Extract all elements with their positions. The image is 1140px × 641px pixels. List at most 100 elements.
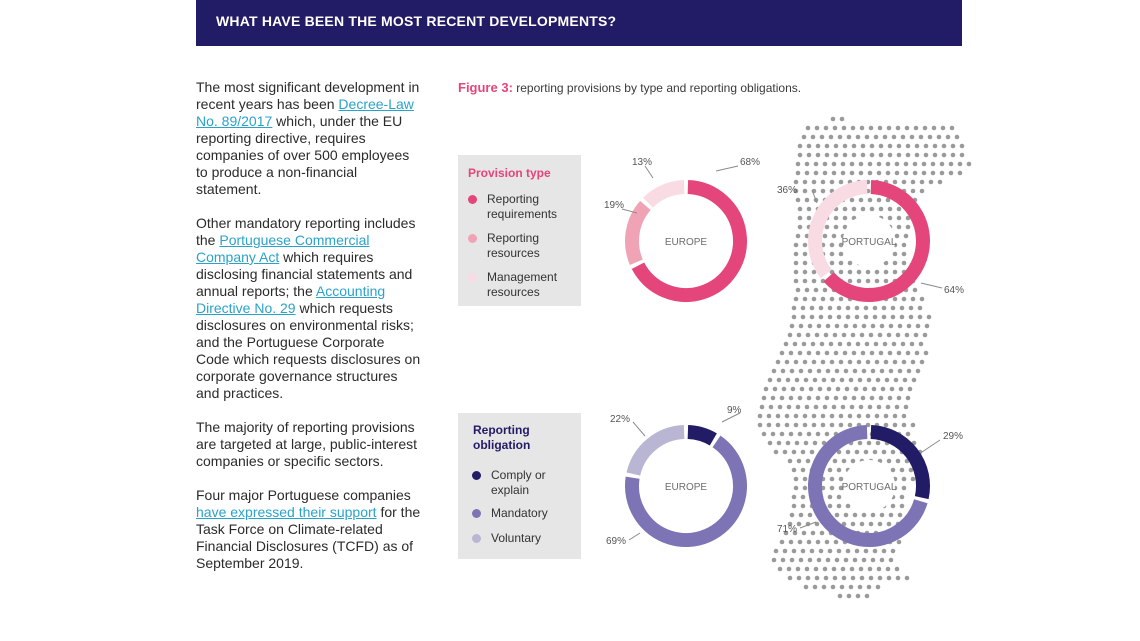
map-dot [804, 197, 810, 203]
map-dot [763, 386, 769, 392]
map-dot [876, 566, 882, 572]
map-dot [874, 359, 880, 365]
map-dot [800, 503, 806, 509]
map-dot [837, 134, 843, 140]
map-dot [892, 413, 898, 419]
map-dot [863, 548, 869, 554]
map-dot [893, 377, 899, 383]
map-dot [831, 170, 837, 176]
map-dot [862, 386, 868, 392]
map-dot [949, 125, 955, 131]
map-dot [800, 494, 806, 500]
legend-dot [472, 509, 481, 518]
map-dot [838, 296, 844, 302]
map-dot [797, 350, 803, 356]
map-dot [895, 125, 901, 131]
donut-segment [626, 425, 685, 476]
map-dot [827, 503, 833, 509]
map-dot [810, 134, 816, 140]
map-dot [829, 251, 835, 257]
map-dot [829, 359, 835, 365]
map-dot [895, 575, 901, 581]
map-dot [840, 161, 846, 167]
map-dot [827, 314, 833, 320]
legend-label: Voluntary [491, 531, 542, 545]
figure-caption-text: reporting provisions by type and reporti… [512, 81, 802, 95]
map-dot [825, 557, 831, 563]
map-dot [829, 242, 835, 248]
map-dot [801, 134, 807, 140]
map-dot [820, 296, 826, 302]
map-dot [776, 377, 782, 383]
map-dot [912, 287, 918, 293]
map-dot [804, 170, 810, 176]
legend-label: Comply or explain [491, 468, 546, 497]
map-dot [813, 161, 819, 167]
map-dot [939, 170, 945, 176]
legend-dot [468, 234, 477, 243]
map-dot [910, 359, 916, 365]
map-dot [800, 305, 806, 311]
map-dot [919, 188, 925, 194]
map-dot [864, 134, 870, 140]
map-dot [811, 179, 817, 185]
map-dot [791, 494, 797, 500]
map-dot [805, 575, 811, 581]
map-dot [854, 314, 860, 320]
map-dot [849, 170, 855, 176]
map-dot [915, 323, 921, 329]
map-dot [852, 323, 858, 329]
map-dot [837, 341, 843, 347]
map-dot [834, 557, 840, 563]
map-dot [899, 494, 905, 500]
decree-law-link[interactable]: Decree-Law No. 89/2017 [196, 96, 414, 129]
map-dot [858, 161, 864, 167]
map-dot [839, 377, 845, 383]
map-dot [904, 332, 910, 338]
map-dot [945, 134, 951, 140]
map-dot [872, 548, 878, 554]
map-dot [829, 296, 835, 302]
tcfd-support-link[interactable]: have expressed their support [196, 504, 377, 520]
map-dot [857, 377, 863, 383]
map-dot [901, 422, 907, 428]
map-dot [875, 584, 881, 590]
map-dot [806, 395, 812, 401]
map-dot [779, 350, 785, 356]
accounting-directive-link[interactable]: Accounting Directive No. 29 [196, 283, 386, 316]
map-dot [796, 575, 802, 581]
map-dot [859, 332, 865, 338]
data-label: 9% [727, 405, 742, 416]
map-dot [872, 449, 878, 455]
map-dot [815, 350, 821, 356]
map-dot [795, 404, 801, 410]
map-dot [800, 314, 806, 320]
map-dot [814, 332, 820, 338]
map-dot [939, 161, 945, 167]
map-dot [906, 323, 912, 329]
map-dot [852, 368, 858, 374]
map-dot [802, 188, 808, 194]
map-dot [759, 404, 765, 410]
map-dot [876, 404, 882, 410]
map-dot [845, 449, 851, 455]
map-dot [773, 548, 779, 554]
map-dot [892, 296, 898, 302]
commercial-company-act-link[interactable]: Portuguese Commercial Company Act [196, 232, 370, 265]
map-dot [780, 557, 786, 563]
map-dot [811, 359, 817, 365]
map-dot [788, 431, 794, 437]
map-dot [906, 368, 912, 374]
map-dot [806, 215, 812, 221]
map-dot [824, 350, 830, 356]
map-dot [840, 566, 846, 572]
map-dot [903, 233, 909, 239]
map-dot [858, 404, 864, 410]
map-dot [792, 341, 798, 347]
map-dot [777, 566, 783, 572]
map-dot [867, 170, 873, 176]
map-dot [899, 503, 905, 509]
map-dot [771, 368, 777, 374]
map-dot [877, 521, 883, 527]
map-dot [888, 512, 894, 518]
